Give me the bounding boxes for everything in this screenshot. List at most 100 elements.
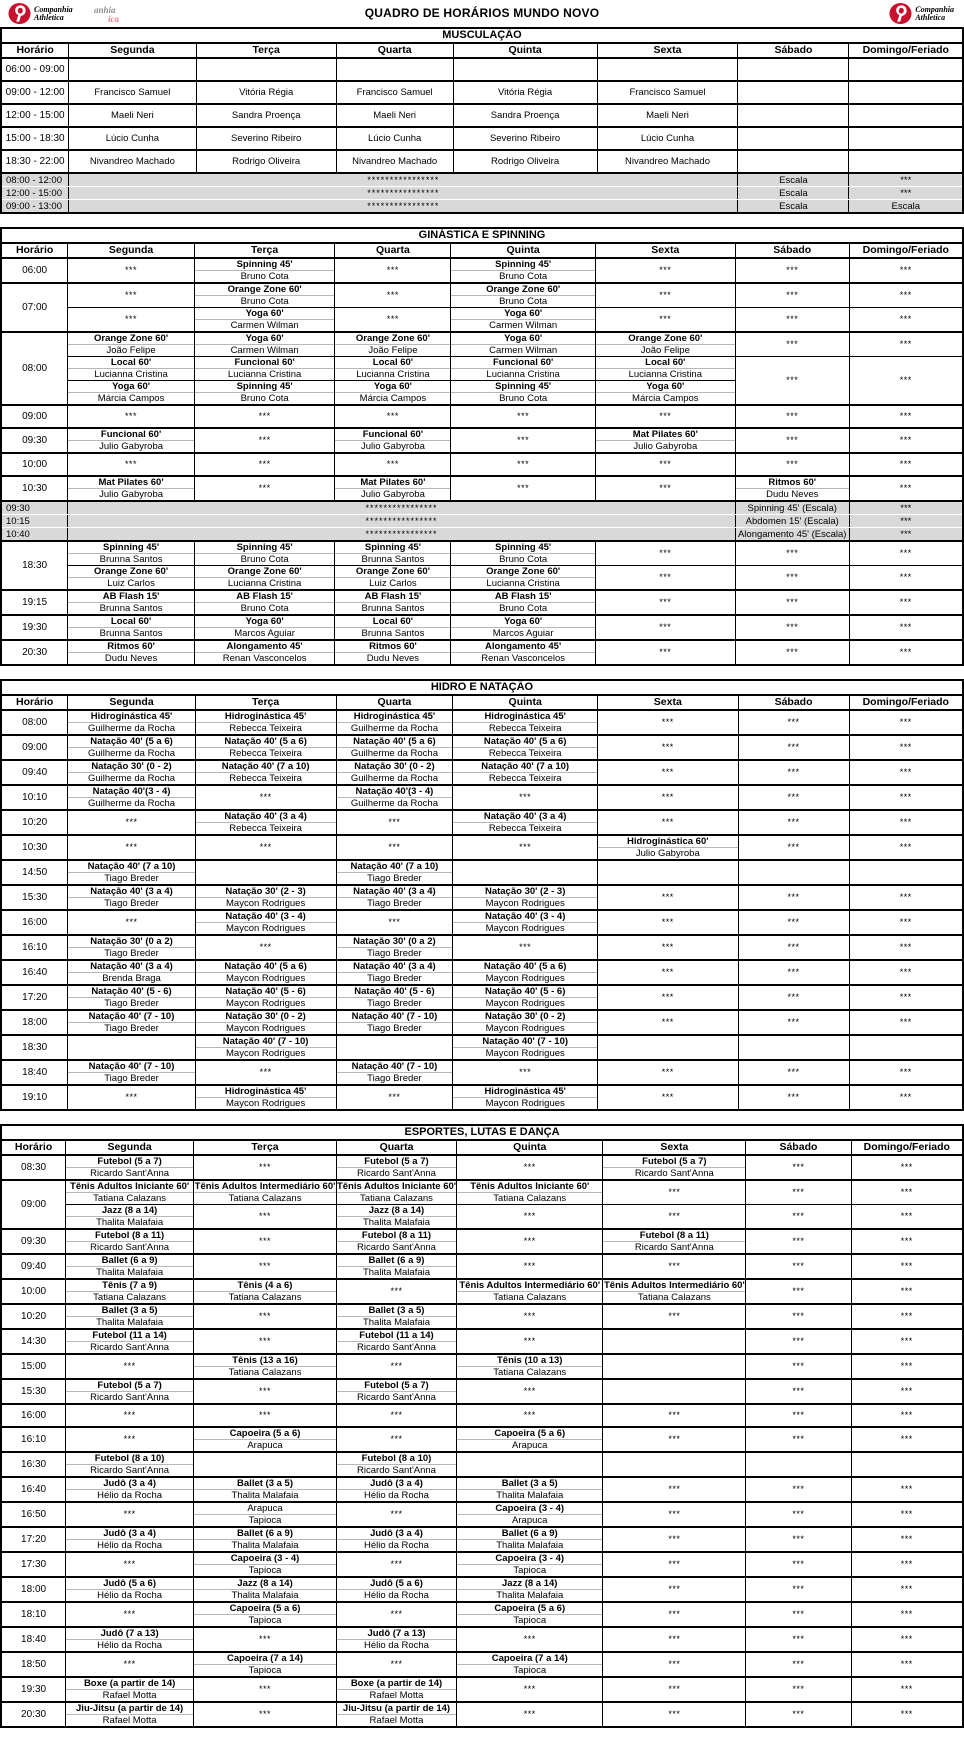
class-cell: Hidroginástica 45' Guilherme da Rocha (335, 709, 454, 736)
class-cell: Boxe (a partir de 14) Rafael Motta (335, 1676, 458, 1703)
class-instructor: Maycon Rodrigues (485, 898, 565, 909)
column-header: Quarta (335, 1139, 458, 1156)
no-class-cell: *** (848, 984, 964, 1011)
class-title: Ballet (3 a 5) (457, 1479, 602, 1490)
no-class-cell: *** (745, 1676, 852, 1703)
section-title-row: ESPORTES, LUTAS E DANÇA (0, 1124, 964, 1141)
empty-cell (195, 57, 337, 82)
no-class-cell: *** (452, 834, 598, 861)
schedule-row: 08:00 Orange Zone 60' João Felipe Yoga 60' C… (0, 331, 964, 406)
no-class-cell: *** (602, 1526, 747, 1553)
time-cell: 18:30 - 22:00 (0, 149, 70, 174)
schedule-row: 16:00 *** *** *** *** *** *** *** (0, 1403, 964, 1428)
class-instructor: Bruno Cota (240, 393, 289, 404)
escala-stars-cell: **************** (68, 172, 739, 187)
no-class-cell: *** (65, 1551, 195, 1578)
no-class-cell: *** (734, 404, 850, 429)
class-instructor: Rafael Motta (369, 1690, 424, 1701)
class-instructor: Maycon Rodrigues (226, 973, 306, 984)
class-instructor: Rebecca Teixeira (229, 773, 302, 784)
class-cell: Capoeira (5 a 6) Tapioca (456, 1601, 604, 1628)
no-class-cell: *** (335, 809, 454, 836)
no-class-cell: *** (850, 1651, 964, 1678)
no-class-cell: *** (335, 1084, 454, 1111)
class-title: Futebol (11 a 14) (66, 1331, 193, 1342)
no-class-cell: *** (850, 1403, 964, 1428)
time-cell: 16:00 (0, 909, 69, 936)
staff-name: Francisco Samuel (356, 87, 433, 98)
class-cell: AB Flash 15' Brunna Santos (334, 589, 452, 616)
section-title-row: MUSCULAÇÃO (0, 27, 964, 44)
class-title: Tênis Adultos Iniciante 60' (66, 1182, 193, 1193)
class-instructor: Arapuca (247, 1440, 283, 1451)
column-header: Quinta (450, 242, 596, 259)
class-title: Local 60' (68, 358, 194, 369)
section-title: MUSCULAÇÃO (0, 27, 964, 44)
no-class-cell: *** (597, 1059, 739, 1086)
class-cell: Ballet (3 a 5) Thalita Malafaia (335, 1303, 458, 1330)
class-cell: Hidroginástica 45' Rebecca Teixeira (452, 709, 598, 736)
time-cell: 10:20 (0, 1303, 67, 1330)
class-instructor: Julio Gabyroba (360, 441, 425, 452)
class-cell: Alongamento 45' Renan Vasconcelos (450, 639, 596, 666)
no-class-cell: *** (193, 427, 336, 454)
class-title: Tênis (13 a 16) (194, 1356, 336, 1367)
class-cell: Judô (7 a 13) Hélio da Rocha (335, 1626, 458, 1653)
escala-time-cell: 09:30 (0, 500, 69, 515)
no-class-cell: *** (594, 589, 736, 616)
no-class-cell: *** (67, 257, 195, 284)
class-instructor: Guilherme da Rocha (350, 748, 438, 759)
class-instructor: Lucianna Cristina (94, 369, 168, 380)
no-class-cell: *** (745, 1576, 852, 1603)
no-class-cell: *** (848, 540, 964, 566)
no-class-cell: *** (597, 934, 739, 961)
class-cell: Natação 40' (7 a 10) Rebecca Teixeira (194, 759, 337, 786)
column-header: Horário (0, 242, 69, 259)
class-title: Natação 40' (5 - 6) (196, 987, 336, 998)
class-title: Mat Pilates 60' (335, 478, 450, 489)
class-instructor: Bruno Cota (499, 393, 548, 404)
class-instructor: Brunna Santos (99, 603, 163, 614)
class-cell: Spinning 45' Bruno Cota (450, 380, 596, 406)
no-class-cell: *** (848, 307, 964, 333)
column-header: Quarta (335, 694, 454, 711)
no-class-cell: *** (193, 1303, 337, 1330)
schedule-row: 17:20 Natação 40' (5 - 6) Tiago Breder Nata… (0, 984, 964, 1011)
class-title: Hidroginástica 45' (196, 1087, 336, 1098)
class-title: Natação 40' (5 a 6) (337, 737, 452, 748)
class-instructor: Ricardo Sant'Anna (357, 1342, 436, 1353)
class-title: Ballet (6 a 9) (337, 1256, 456, 1267)
no-class-cell: *** (850, 1426, 964, 1453)
section-title: ESPORTES, LUTAS E DANÇA (0, 1124, 964, 1141)
class-cell: Funcional 60' Lucianna Cristina (450, 356, 596, 381)
no-class-cell: *** (193, 452, 336, 477)
schedule-row: 14:50 Natação 40' (7 a 10) Tiago Breder Nat… (0, 859, 964, 886)
class-instructor: Márcia Campos (632, 393, 699, 404)
schedule-table-esportes: ESPORTES, LUTAS E DANÇA Horário Segunda Ter… (0, 1124, 964, 1728)
class-cell: Natação 40' (5 a 6) Maycon Rodrigues (194, 959, 337, 986)
schedule-row: 17:30 *** Capoeira (3 - 4) Tapioca *** Capoei… (0, 1551, 964, 1578)
class-title: Tênis Adultos Iniciante 60' (336, 1181, 457, 1193)
class-instructor: Tiago Breder (367, 898, 422, 909)
class-cell: Orange Zone 60' Luiz Carlos (334, 565, 452, 591)
class-title: Tênis (7 a 9) (66, 1281, 193, 1292)
no-class-cell: *** (67, 307, 195, 333)
column-header: Domingo/Feriado (848, 694, 964, 711)
no-class-cell: *** (602, 1501, 747, 1528)
class-cell: Spinning 45' Bruno Cota (193, 257, 336, 284)
schedule-row: 08:00 Hidroginástica 45' Guilherme da Roch… (0, 709, 964, 736)
class-cell: Natação 40'(3 - 4) Guilherme da Rocha (67, 784, 196, 811)
class-cell: Futebol (8 a 11) Ricardo Sant'Anna (335, 1228, 458, 1255)
sections-container: MUSCULAÇÃO Horário Segunda Terça Quarta Quint… (0, 27, 964, 1728)
class-title: Alongamento 45' (451, 642, 595, 653)
time-cell: 08:30 (0, 1154, 67, 1181)
class-instructor: Brenda Braga (102, 973, 161, 984)
time-cell: 09:00 (0, 1179, 67, 1230)
brand-logo-left: Companhia Athletica anhia ica (8, 2, 119, 25)
class-cell: Funcional 60' Lucianna Cristina (193, 356, 336, 381)
class-title: Futebol (8 a 10) (337, 1454, 456, 1465)
class-cell: Mat Pilates 60' Julio Gabyroba (594, 427, 736, 454)
time-cell: 17:30 (0, 1551, 67, 1578)
class-instructor: Maycon Rodrigues (226, 998, 306, 1009)
no-class-cell: *** (850, 1204, 964, 1230)
